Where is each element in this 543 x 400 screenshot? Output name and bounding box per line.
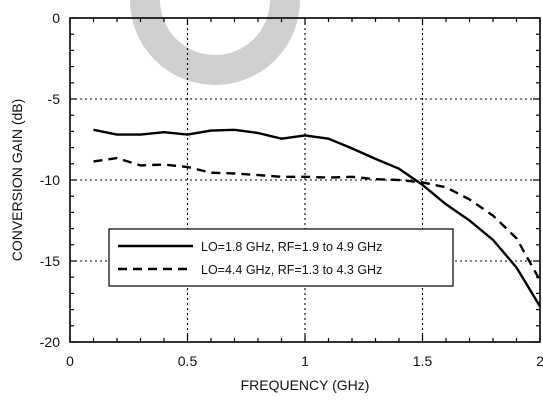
y-tick-label: -15 [40,253,60,269]
x-tick-label: 2 [536,353,543,369]
y-tick-label: -10 [40,172,60,188]
axis-ticks [69,17,541,343]
watermark-ring [130,0,300,85]
legend-label-series-2: LO=4.4 GHz, RF=1.3 to 4.3 GHz [201,263,382,277]
legend-box [108,228,454,287]
x-tick-label: 1.5 [413,353,433,369]
legend: LO=1.8 GHz, RF=1.9 to 4.9 GHz LO=4.4 GHz… [108,228,454,287]
legend-label-series-1: LO=1.8 GHz, RF=1.9 to 4.9 GHz [201,240,382,254]
series-line-1 [93,128,542,308]
y-tick-label: -20 [40,334,60,350]
y-tick-labels: 0 -5 -10 -15 -20 [40,10,60,350]
series-lines [93,128,542,308]
x-tick-label: 0 [66,353,74,369]
x-axis-title: FREQUENCY (GHz) [241,377,370,393]
series-line-2 [93,156,542,281]
x-tick-label: 0.5 [178,353,198,369]
y-axis-title: CONVERSION GAIN (dB) [9,99,25,262]
grid-lines [70,18,540,342]
x-tick-label: 1 [301,353,309,369]
x-tick-labels: 0 0.5 1 1.5 2 [66,353,543,369]
y-tick-label: 0 [52,10,60,26]
y-tick-label: -5 [48,91,61,107]
